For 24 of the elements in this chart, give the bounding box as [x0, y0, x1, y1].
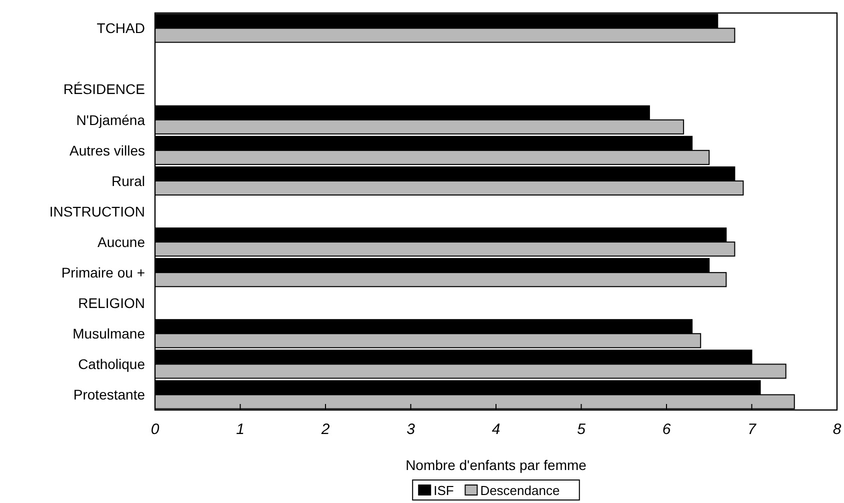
- y-tick-label: Rural: [112, 172, 145, 189]
- y-tick-label: Musulmane: [72, 326, 146, 342]
- y-tick-label: Primaire ou +: [61, 264, 145, 280]
- x-tick-label: 4: [492, 421, 500, 438]
- y-tick-label: N'Djaména: [76, 112, 146, 128]
- x-tick-label: 3: [406, 421, 416, 438]
- y-tick-label: TCHAD: [96, 20, 145, 36]
- x-tick-label: 7: [748, 421, 757, 438]
- x-axis-title: Nombre d'enfants par femme: [406, 457, 587, 473]
- y-tick-label: INSTRUCTION: [49, 203, 145, 220]
- x-tick-label: 6: [662, 421, 672, 438]
- y-tick-label: RELIGION: [78, 295, 145, 312]
- y-tick-label: Protestante: [73, 386, 146, 403]
- x-tick-label: 5: [577, 421, 586, 438]
- y-tick-label: Aucune: [98, 234, 146, 250]
- y-tick-label: Autres villes: [70, 142, 145, 158]
- y-tick-label: Catholique: [78, 356, 146, 372]
- legend-label: Descendance: [480, 483, 560, 498]
- x-tick-label: 0: [150, 421, 160, 438]
- x-tick-label: 1: [236, 421, 244, 438]
- x-tick-label: 2: [320, 421, 330, 438]
- legend-label: ISF: [434, 483, 454, 498]
- x-tick-label: 8: [832, 421, 842, 438]
- y-tick-label: RÉSIDENCE: [63, 81, 145, 98]
